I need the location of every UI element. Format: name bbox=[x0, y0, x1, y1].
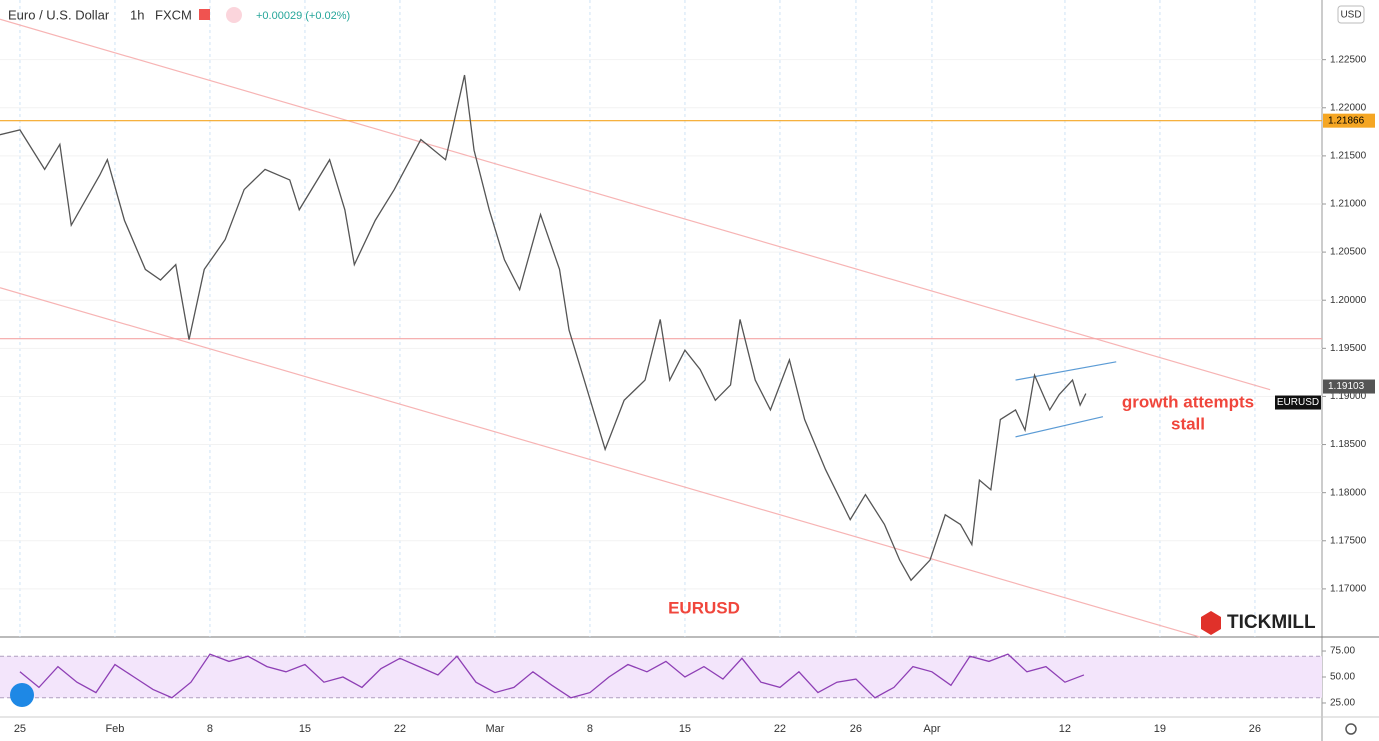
y-tick-label: 1.17000 bbox=[1330, 584, 1367, 595]
currency-box[interactable] bbox=[1337, 5, 1365, 24]
annotation: EURUSD bbox=[668, 598, 740, 617]
y-tick-label: 1.17500 bbox=[1330, 535, 1367, 546]
interval: 1h bbox=[130, 7, 144, 22]
level-badge bbox=[1323, 113, 1375, 128]
settings-icon[interactable] bbox=[1345, 723, 1357, 735]
level-label: 1.21866 bbox=[1328, 115, 1365, 126]
x-tick-label: 26 bbox=[850, 723, 862, 735]
y-tick-label: 1.21000 bbox=[1330, 199, 1367, 210]
x-tick-label: Feb bbox=[105, 723, 124, 735]
indicator-icon[interactable] bbox=[10, 683, 34, 707]
y-tick-label: 1.22000 bbox=[1330, 102, 1367, 113]
y-tick-label: 1.20000 bbox=[1330, 295, 1367, 306]
y-tick-label: 1.19500 bbox=[1330, 343, 1367, 354]
trendline bbox=[0, 18, 1271, 391]
x-tick-label: Mar bbox=[485, 723, 504, 735]
source: FXCM bbox=[155, 7, 192, 22]
price-badge bbox=[1323, 379, 1375, 394]
y-tick-label: 75.00 bbox=[1330, 646, 1355, 657]
x-tick-label: 22 bbox=[394, 723, 406, 735]
annotation: stall bbox=[1171, 414, 1205, 433]
symbol: Euro / U.S. Dollar bbox=[8, 7, 110, 22]
trendline bbox=[1015, 361, 1117, 381]
trendline bbox=[1015, 416, 1104, 438]
y-tick-label: 50.00 bbox=[1330, 672, 1355, 683]
price-line bbox=[19, 653, 1085, 699]
x-tick-label: 25 bbox=[14, 723, 26, 735]
x-tick-label: 12 bbox=[1059, 723, 1071, 735]
trendline bbox=[0, 287, 1200, 638]
y-tick-label: 1.18500 bbox=[1330, 439, 1367, 450]
compare-icon[interactable] bbox=[226, 7, 242, 23]
annotation: growth attempts bbox=[1122, 392, 1254, 411]
x-tick-label: 22 bbox=[774, 723, 786, 735]
x-tick-label: 26 bbox=[1249, 723, 1261, 735]
logo-icon bbox=[1201, 611, 1221, 635]
series-badge bbox=[1275, 395, 1321, 410]
price-line bbox=[0, 74, 1087, 582]
logo: TICKMILL bbox=[1227, 612, 1316, 633]
change: +0.00029 (+0.02%) bbox=[256, 10, 350, 22]
y-tick-label: 25.00 bbox=[1330, 698, 1355, 709]
x-tick-label: 15 bbox=[299, 723, 311, 735]
x-tick-label: 8 bbox=[587, 723, 593, 735]
y-tick-label: 1.18000 bbox=[1330, 487, 1367, 498]
price-label: 1.19103 bbox=[1328, 381, 1365, 392]
x-tick-label: 15 bbox=[679, 723, 691, 735]
x-tick-label: Apr bbox=[923, 723, 940, 735]
y-tick-label: 1.19000 bbox=[1330, 391, 1367, 402]
currency: USD bbox=[1340, 10, 1361, 21]
x-tick-label: 8 bbox=[207, 723, 213, 735]
rsi-band bbox=[0, 656, 1322, 698]
y-tick-label: 1.21500 bbox=[1330, 151, 1367, 162]
flag-icon[interactable] bbox=[199, 9, 210, 20]
series-label: EURUSD bbox=[1277, 397, 1319, 408]
y-tick-label: 1.22500 bbox=[1330, 54, 1367, 65]
x-tick-label: 19 bbox=[1154, 723, 1166, 735]
y-tick-label: 1.20500 bbox=[1330, 247, 1367, 258]
